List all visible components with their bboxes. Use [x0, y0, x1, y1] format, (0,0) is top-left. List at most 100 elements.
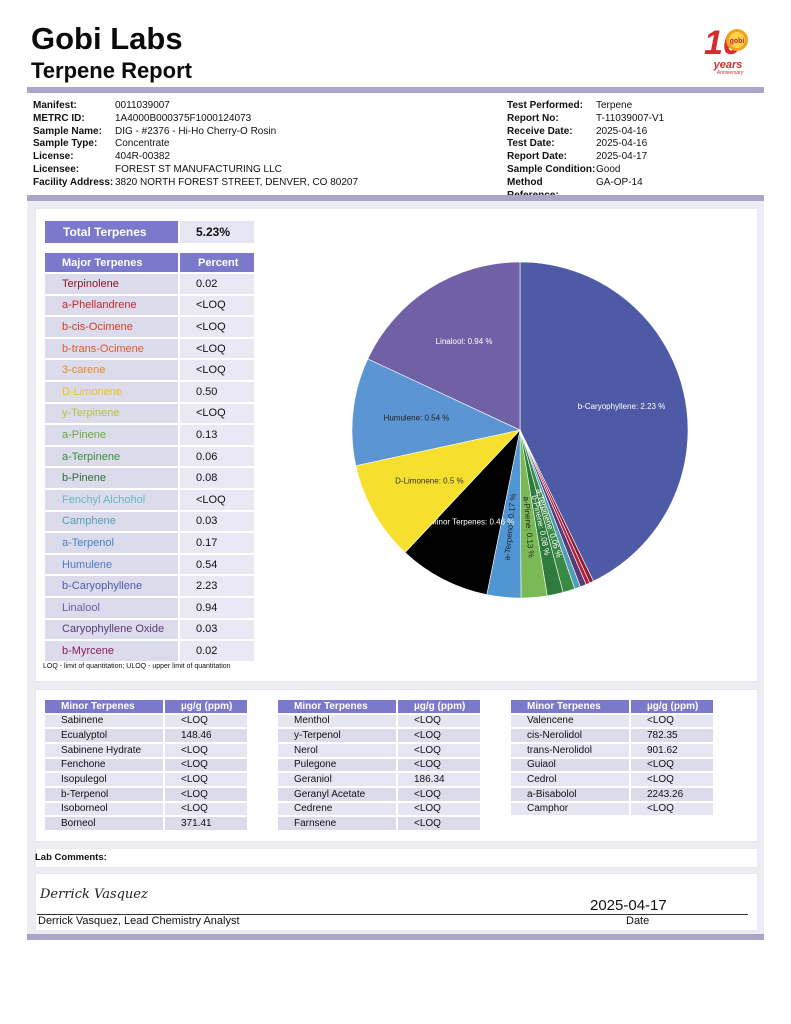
info-value: GA-OP-14 — [596, 176, 643, 188]
table-row: trans-Nerolidol 901.62 — [511, 743, 713, 757]
report-title: Terpene Report — [31, 58, 192, 83]
terpene-name: b-trans-Ocimene — [45, 338, 178, 359]
terpene-name: b-cis-Ocimene — [45, 317, 178, 337]
terpene-name: Fenchyl Alchohol — [45, 489, 178, 510]
terpene-ppm: <LOQ — [398, 729, 480, 742]
table-row: b-Myrcene 0.02 — [45, 641, 254, 661]
info-value: 2025-04-16 — [596, 138, 648, 150]
table-row: Guiaol <LOQ — [511, 758, 713, 772]
table-row: Borneol 371.41 — [45, 817, 247, 830]
terpene-name: Farnsene — [278, 817, 396, 830]
info-label: Test Date: — [507, 138, 555, 150]
terpene-name: y-Terpinene — [45, 403, 178, 424]
info-row: Test Performed: Terpene — [507, 100, 664, 113]
terpene-name: a-Terpinene — [45, 446, 178, 467]
terpene-percent: 2.23 — [180, 576, 254, 596]
pie-slice — [355, 429, 521, 553]
table-row: b-trans-Ocimene <LOQ — [45, 338, 254, 359]
terpene-name: 3-carene — [45, 360, 178, 380]
terpene-percent: <LOQ — [180, 295, 254, 316]
table-row: Cedrol <LOQ — [511, 773, 713, 786]
info-label: METRC ID: — [33, 112, 85, 124]
terpene-percent: 0.03 — [180, 511, 254, 532]
terpene-name: Sabinene — [45, 714, 163, 728]
terpene-ppm: 2243.26 — [631, 787, 713, 801]
sample-info-left: Manifest: 0011039007 METRC ID: 1A4000B00037… — [33, 100, 358, 190]
info-label: Sample Name: — [33, 125, 102, 137]
terpene-ppm: <LOQ — [631, 802, 713, 816]
info-label: Licensee: — [33, 163, 80, 175]
table-row: Valencene <LOQ — [511, 714, 713, 728]
terpene-ppm: 186.34 — [398, 773, 480, 786]
terpene-percent: <LOQ — [180, 403, 254, 424]
terpene-name: Sabinene Hydrate — [45, 743, 163, 757]
column-header-name: Minor Terpenes — [511, 700, 629, 713]
table-row: Cedrene <LOQ — [278, 802, 480, 816]
total-terpenes-value: 5.23% — [180, 221, 254, 243]
svg-text:years: years — [713, 59, 743, 71]
terpene-pie-chart: b-Caryophyllene: 2.23 %a-Terpinene: 0.06… — [351, 261, 689, 599]
terpene-percent: 0.94 — [180, 597, 254, 618]
info-value: T-11039007-V1 — [596, 112, 665, 124]
table-row: y-Terpinene <LOQ — [45, 403, 254, 424]
terpene-percent: <LOQ — [180, 489, 254, 510]
terpene-name: Guiaol — [511, 758, 629, 772]
terpene-percent: 0.54 — [180, 554, 254, 575]
lab-comments-label: Lab Comments: — [35, 852, 107, 863]
table-row: Farnsene <LOQ — [278, 817, 480, 830]
table-row: Pulegone <LOQ — [278, 758, 480, 772]
terpene-percent: 0.03 — [180, 619, 254, 640]
info-divider — [27, 195, 764, 201]
terpene-name: Isoborneol — [45, 802, 163, 816]
terpene-name: Valencene — [511, 714, 629, 728]
info-row: Report No: T-11039007-V1 — [507, 113, 664, 126]
terpene-name: a-Bisabolol — [511, 787, 629, 801]
table-row: D-Limonene 0.50 — [45, 381, 254, 402]
column-header-ppm: µg/g (ppm) — [631, 700, 713, 713]
signature-line — [37, 914, 748, 915]
info-value: 2025-04-16 — [596, 125, 648, 137]
info-label: Test Performed: — [507, 100, 583, 111]
table-row: Sabinene <LOQ — [45, 714, 247, 728]
terpene-ppm: 148.46 — [165, 729, 247, 742]
info-row: Facility Address: 3820 NORTH FOREST STREE… — [33, 177, 358, 190]
terpene-name: b-Terpenol — [45, 787, 163, 801]
info-row: Test Date: 2025-04-16 — [507, 138, 664, 151]
table-row: Camphene 0.03 — [45, 511, 254, 532]
svg-text:Anniversary: Anniversary — [716, 70, 744, 76]
terpene-ppm: <LOQ — [165, 787, 247, 801]
info-row: Sample Type: Concentrate — [33, 138, 358, 151]
terpene-percent: 0.08 — [180, 468, 254, 488]
terpene-name: Nerol — [278, 743, 396, 757]
svg-text:Derrick Vasquez: Derrick Vasquez — [39, 887, 148, 902]
info-value: 1A4000B000375F1000124073 — [115, 112, 252, 124]
sample-info-right: Test Performed: Terpene Report No: T-110390… — [507, 100, 664, 202]
terpene-name: Menthol — [278, 714, 396, 728]
column-header-ppm: µg/g (ppm) — [165, 700, 247, 713]
terpene-name: Fenchone — [45, 758, 163, 772]
info-value: 404R-00382 — [115, 151, 171, 163]
terpene-name: y-Terpenol — [278, 729, 396, 742]
signature-panel — [35, 873, 758, 931]
info-row: License: 404R-00382 — [33, 151, 358, 164]
header-divider — [27, 87, 764, 93]
terpene-percent: <LOQ — [180, 338, 254, 359]
table-row: Geranyl Acetate <LOQ — [278, 787, 480, 801]
minor-terpenes-table-1: Minor Terpenes µg/g (ppm) Sabinene <LOQ Ecua… — [43, 698, 249, 832]
table-row: Isopulegol <LOQ — [45, 773, 247, 786]
terpene-ppm: <LOQ — [165, 743, 247, 757]
table-row: Fenchone <LOQ — [45, 758, 247, 772]
terpene-ppm: <LOQ — [631, 714, 713, 728]
table-row: Isoborneol <LOQ — [45, 802, 247, 816]
pie-slice-label: Linalool: 0.94 % — [436, 337, 493, 346]
info-row: METRC ID: 1A4000B000375F1000124073 — [33, 113, 358, 126]
table-row: cis-Nerolidol 782.35 — [511, 729, 713, 742]
table-row: a-Terpinene 0.06 — [45, 446, 254, 467]
terpene-name: Geranyl Acetate — [278, 787, 396, 801]
minor-terpenes-table-3: Minor Terpenes µg/g (ppm) Valencene <LOQ cis… — [509, 698, 715, 817]
terpene-name: trans-Nerolidol — [511, 743, 629, 757]
terpene-name: b-Caryophyllene — [45, 576, 178, 596]
terpene-ppm: <LOQ — [398, 758, 480, 772]
column-header-name: Minor Terpenes — [45, 700, 163, 713]
gobi-anniversary-logo: 10 gobi years Anniversary — [704, 24, 748, 76]
